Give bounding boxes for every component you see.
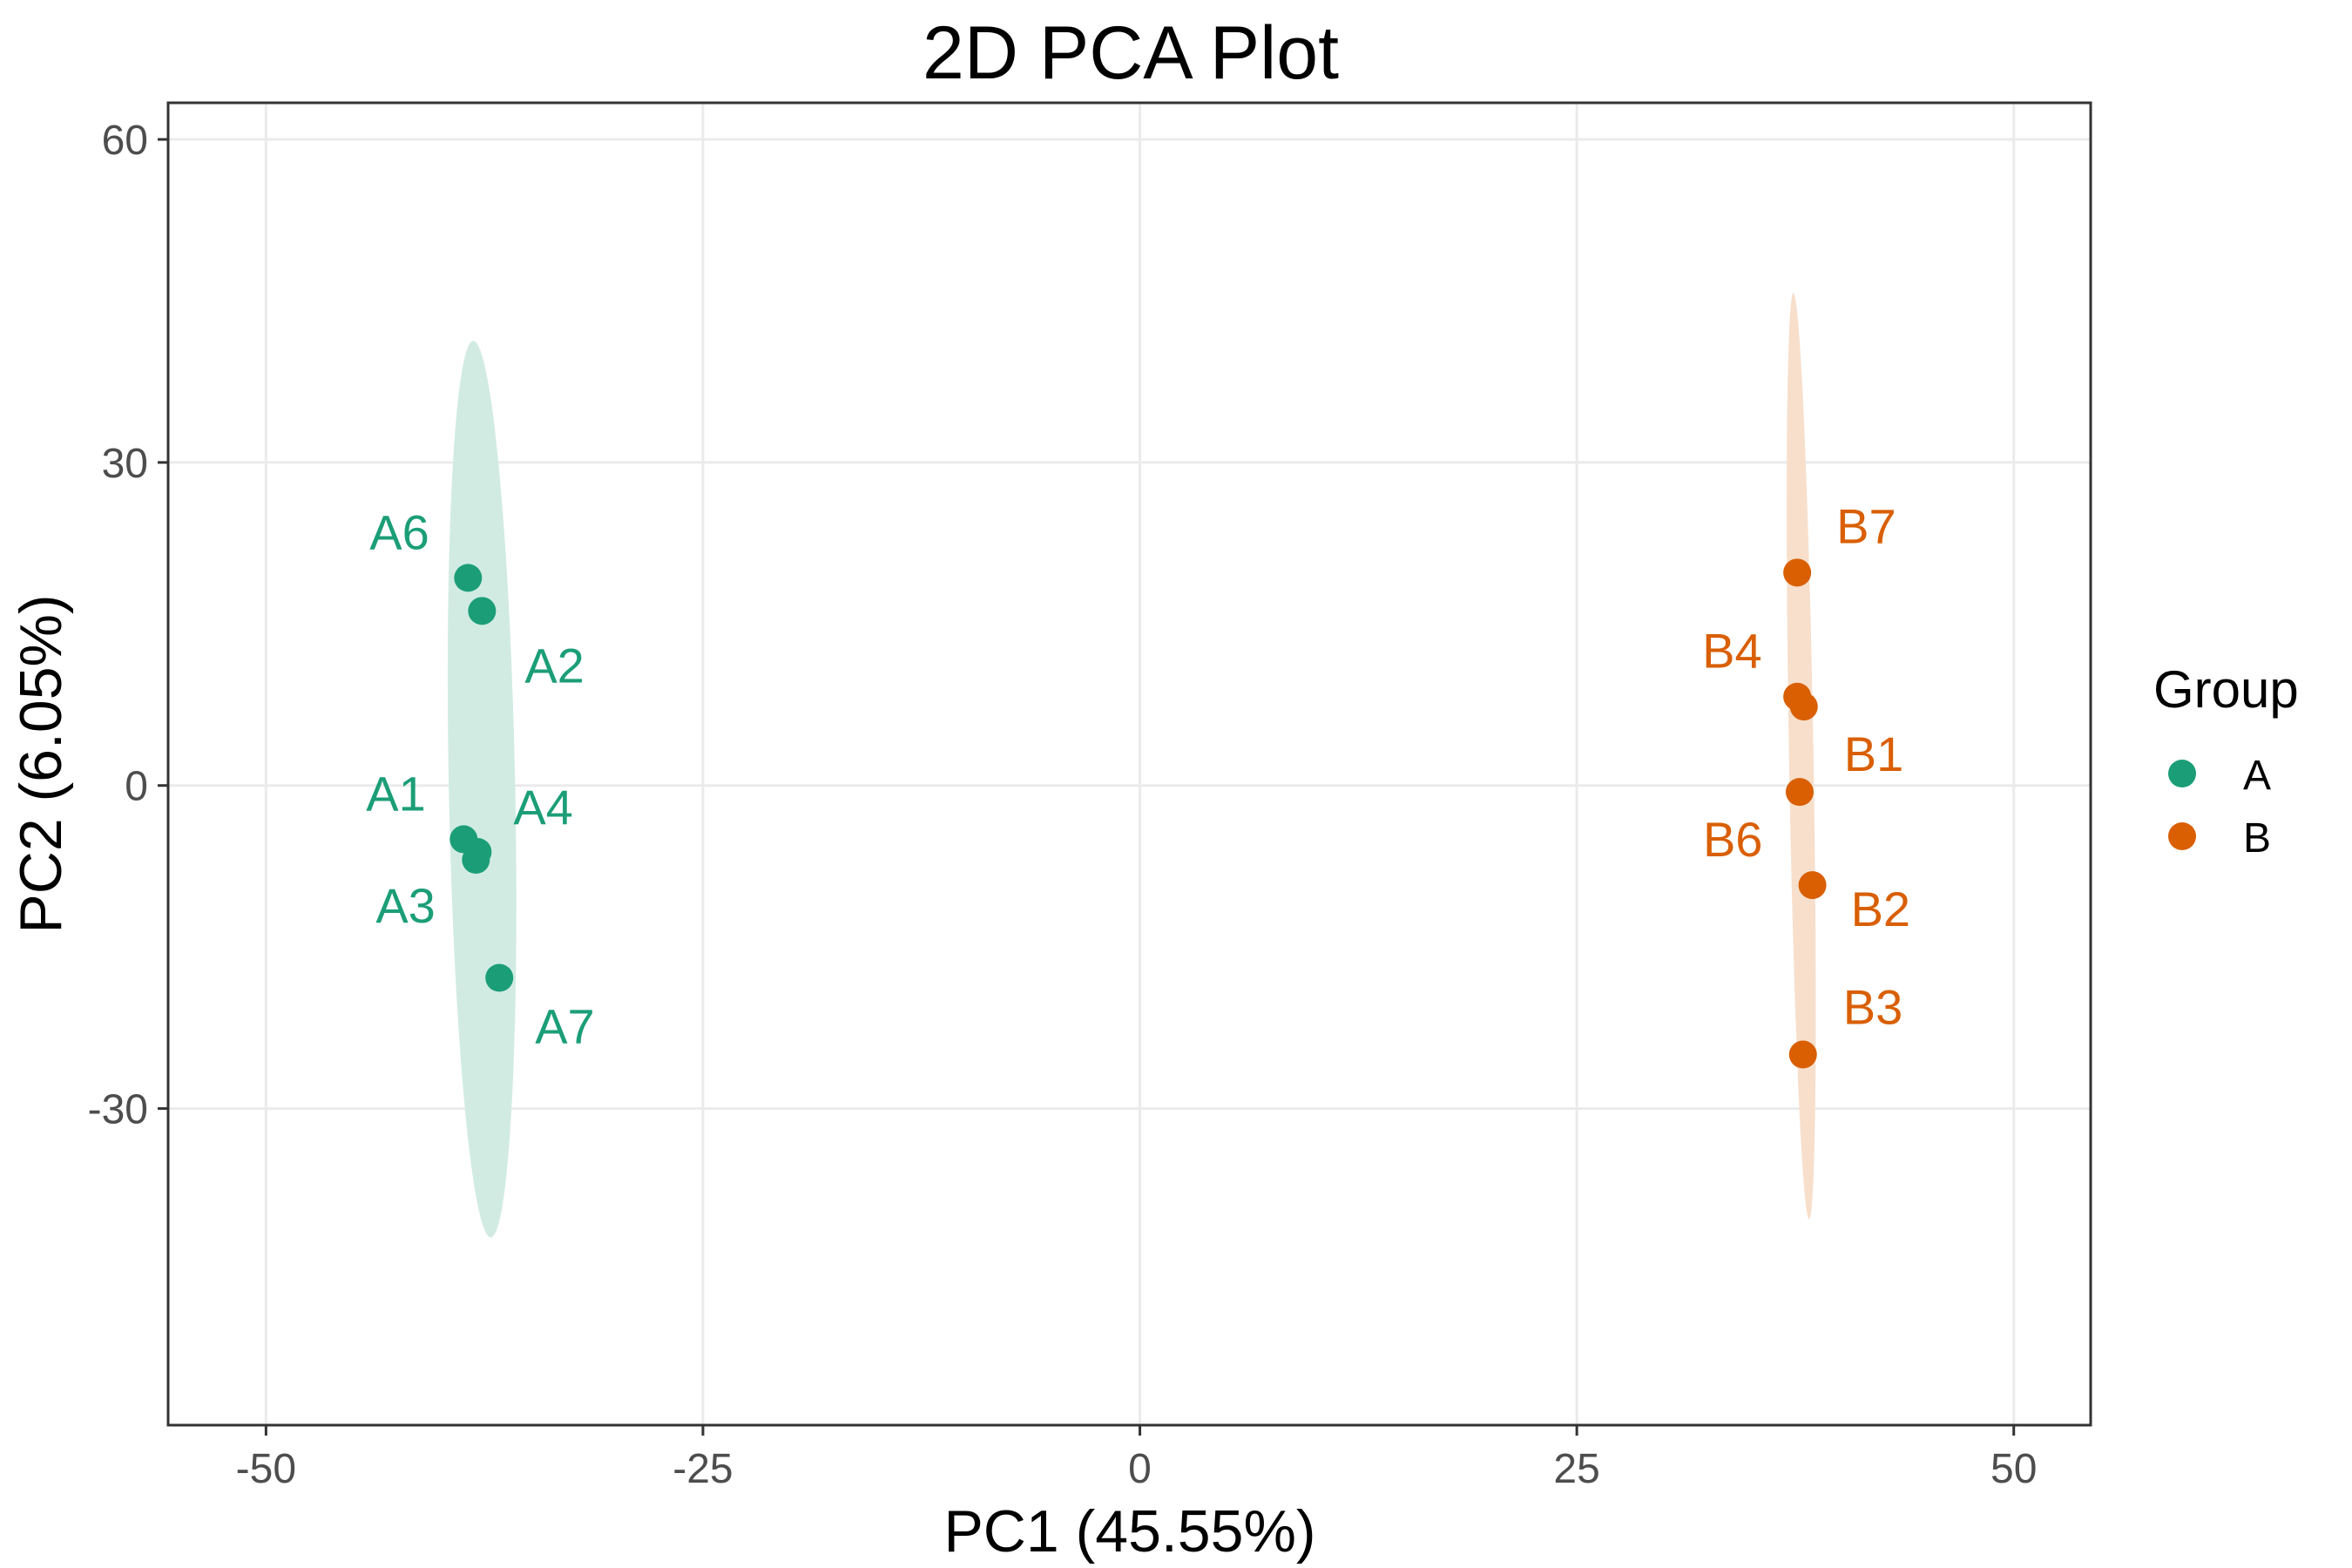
y-tick-label: -30 <box>88 1087 148 1133</box>
x-axis-title: PC1 (45.55%) <box>943 1498 1315 1565</box>
x-tick-label: 0 <box>1128 1446 1152 1492</box>
data-point-b7 <box>1783 558 1812 587</box>
data-point-b6 <box>1785 778 1814 807</box>
y-axis-title: PC2 (6.05%) <box>8 594 74 933</box>
data-point-a3 <box>462 846 490 875</box>
panel-border <box>166 101 2092 1427</box>
y-tick-label: 0 <box>125 764 148 810</box>
point-label-b1: B1 <box>1844 727 1904 781</box>
point-label-b3: B3 <box>1843 980 1903 1035</box>
data-point-b2 <box>1798 871 1827 900</box>
x-tick-label: 25 <box>1553 1446 1599 1492</box>
point-label-b7: B7 <box>1836 498 1896 553</box>
x-tick-label: -25 <box>672 1446 733 1492</box>
data-point-b1 <box>1789 693 1818 721</box>
data-points <box>449 558 1827 1069</box>
chart-title: 2D PCA Plot <box>923 11 1339 95</box>
point-label-a7: A7 <box>535 999 595 1054</box>
point-label-b4: B4 <box>1702 624 1762 679</box>
point-label-a4: A4 <box>513 780 573 835</box>
point-label-a1: A1 <box>366 766 426 821</box>
legend-key-b <box>2168 822 2196 850</box>
y-tick-label: 30 <box>102 441 148 487</box>
point-label-b6: B6 <box>1703 812 1763 867</box>
data-point-a2 <box>468 597 497 625</box>
y-axis-ticks: -30 0 30 60 <box>88 118 168 1133</box>
x-tick-label: 50 <box>1990 1446 2037 1492</box>
x-gridlines <box>264 103 2016 1425</box>
x-axis-ticks: -50 -25 0 25 50 <box>236 1425 2037 1492</box>
legend-label-a: A <box>2243 753 2271 799</box>
point-label-b2: B2 <box>1851 882 1911 936</box>
point-labels: A6 A2 A1 A4 A3 A7 B7 B4 B1 B6 B2 B3 <box>366 498 1910 1053</box>
point-label-a6: A6 <box>369 504 429 559</box>
x-tick-label: -50 <box>236 1446 296 1492</box>
y-tick-label: 60 <box>102 118 148 164</box>
data-point-b3 <box>1788 1040 1817 1069</box>
legend-title: Group <box>2153 660 2299 719</box>
data-point-a6 <box>454 564 483 592</box>
legend-key-a <box>2168 760 2196 787</box>
point-label-a2: A2 <box>524 638 585 693</box>
ellipse-group-b <box>1787 293 1816 1220</box>
data-point-a7 <box>485 963 514 992</box>
legend: Group A B <box>2153 660 2299 862</box>
point-label-a3: A3 <box>375 878 436 933</box>
legend-label-b: B <box>2243 815 2271 862</box>
